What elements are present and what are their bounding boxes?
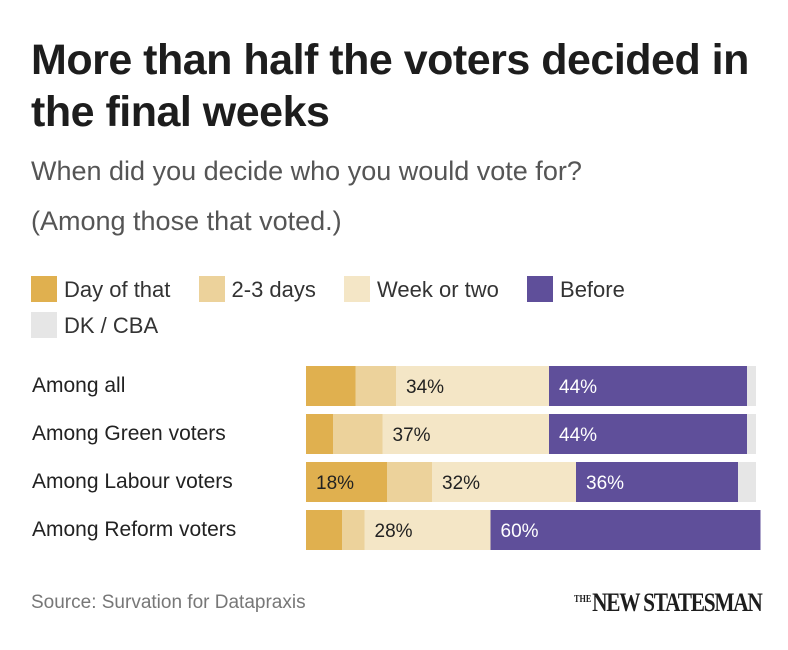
- legend-swatch-week-or-two: [344, 276, 371, 302]
- bar-among-all-day-of-that: [306, 366, 356, 406]
- bar-among-green-voters-2-3-days: [333, 414, 383, 454]
- bar-among-reform-voters-2-3-days: [342, 510, 365, 550]
- bar-among-reform-voters-before: [490, 510, 761, 550]
- bar-among-all-before: [549, 366, 747, 406]
- bar-among-green-voters-week-or-two: [382, 414, 549, 454]
- data-label-among-labour-voters-before: 36%: [586, 473, 624, 494]
- legend-item-2-3-days: 2-3 days: [198, 272, 316, 308]
- legend-swatch-2-3-days: [198, 276, 225, 302]
- logo-the: THE: [574, 594, 592, 605]
- legend-swatch-dk-cba: [31, 312, 57, 338]
- new-statesman-logo: THENEW STATESMAN: [574, 588, 763, 618]
- legend-item-dk-cba: DK / CBA: [31, 308, 158, 344]
- data-label-among-green-voters-before: 44%: [559, 425, 597, 446]
- row-label-among-green: Among Green voters: [32, 422, 226, 445]
- data-label-among-labour-voters-day-of-that: 18%: [316, 473, 354, 494]
- legend-label-before: Before: [560, 277, 625, 302]
- subtitle-line-1: When did you decide who you would vote f…: [31, 156, 582, 186]
- legend-label-day-of: Day of that: [64, 277, 171, 302]
- data-label-among-all-week-or-two: 34%: [406, 377, 444, 398]
- logo-main: NEW STATESMAN: [592, 588, 763, 617]
- subtitle-line-2: (Among those that voted.): [31, 206, 342, 236]
- bar-among-labour-voters-week-or-two: [432, 462, 576, 502]
- chart-title: More than half the voters decided in the…: [31, 36, 749, 136]
- legend-swatch-day-of: [31, 276, 57, 302]
- legend-item-day-of: Day of that: [31, 272, 170, 308]
- row-label-among-all: Among all: [32, 374, 126, 397]
- legend-item-before: Before: [527, 272, 625, 308]
- legend-label-dk-cba: DK / CBA: [64, 313, 159, 338]
- bar-among-labour-voters-day-of-that: [306, 462, 387, 502]
- row-label-among-reform: Among Reform voters: [32, 518, 237, 541]
- bar-among-reform-voters-day-of-that: [306, 510, 342, 550]
- bar-among-all-week-or-two: [396, 366, 549, 406]
- row-label-among-labour: Among Labour voters: [32, 470, 233, 493]
- legend-label-week-or-two: Week or two: [377, 277, 499, 302]
- bar-among-all-2-3-days: [355, 366, 396, 406]
- legend-item-week-or-two: Week or two: [344, 272, 499, 308]
- data-label-among-green-voters-week-or-two: 37%: [393, 425, 431, 446]
- bar-among-green-voters-before: [549, 414, 747, 454]
- data-label-among-labour-voters-week-or-two: 32%: [442, 473, 480, 494]
- bar-among-green-voters-day-of-that: [306, 414, 333, 454]
- legend: Day of that 2-3 days Week or two Before …: [31, 272, 731, 344]
- source-note: Source: Survation for Datapraxis: [31, 592, 306, 613]
- data-label-among-reform-voters-before: 60%: [501, 521, 539, 542]
- bars-group: 34% 44% 37% 44% 18% 32% 36% 28% 60%: [306, 366, 761, 550]
- bar-among-labour-voters-dk-cba: [738, 462, 756, 502]
- bar-among-green-voters-dk-cba: [747, 414, 756, 454]
- legend-swatch-before: [527, 276, 554, 302]
- data-label-among-all-before: 44%: [559, 377, 597, 398]
- bar-among-all-dk-cba: [747, 366, 756, 406]
- data-label-among-reform-voters-week-or-two: 28%: [375, 521, 413, 542]
- legend-label-2-3-days: 2-3 days: [231, 277, 316, 302]
- chart-subtitle: When did you decide who you would vote f…: [31, 146, 771, 246]
- bar-among-labour-voters-before: [576, 462, 738, 502]
- bar-among-labour-voters-2-3-days: [387, 462, 432, 502]
- bar-among-reform-voters-week-or-two: [364, 510, 491, 550]
